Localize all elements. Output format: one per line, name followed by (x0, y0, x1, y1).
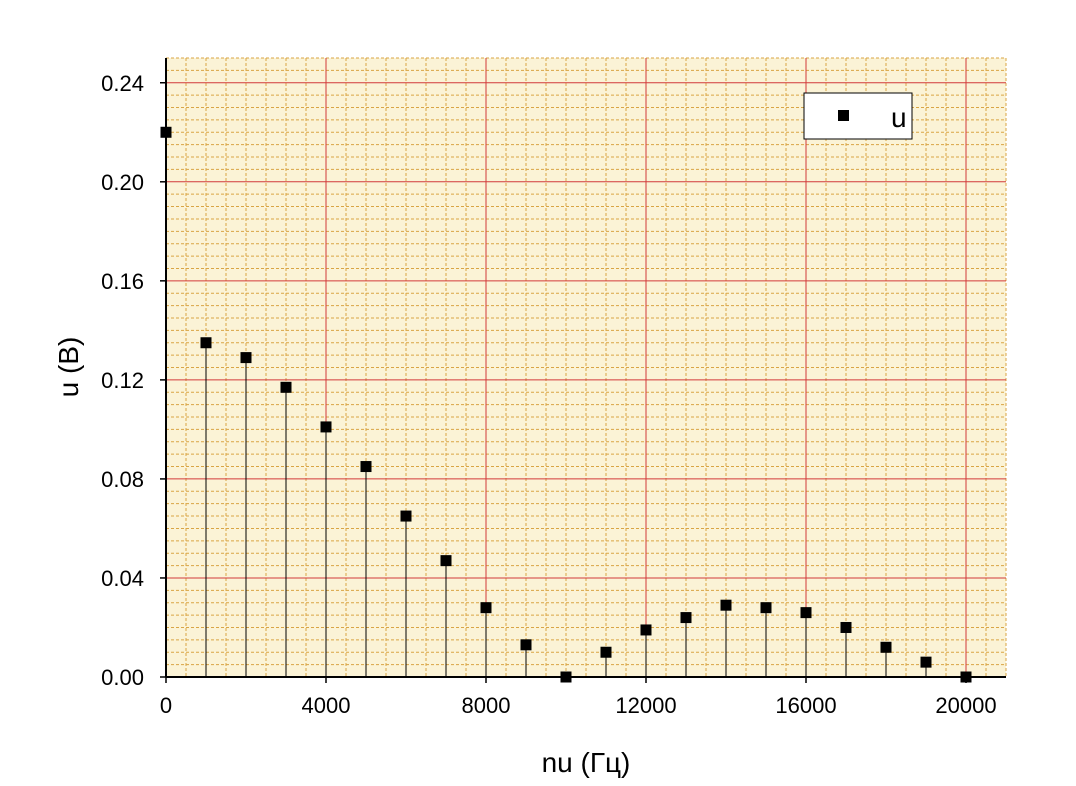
legend-box (803, 92, 913, 140)
minor-grid (166, 57, 1007, 677)
x-tick-label: 0 (160, 693, 172, 718)
x-tick-label: 20000 (935, 693, 996, 718)
data-point (200, 337, 212, 349)
x-tick-label: 12000 (615, 693, 676, 718)
y-tick-label: 0.20 (101, 170, 144, 195)
y-tick-label: 0.16 (101, 269, 144, 294)
data-point (840, 621, 852, 633)
x-axis-title: nu (Гц) (542, 747, 631, 778)
x-ticks: 0 4000 8000 12000 16000 20000 (160, 677, 997, 718)
y-tick-label: 0.08 (101, 467, 144, 492)
data-point (600, 646, 612, 658)
x-tick-label: 16000 (775, 693, 836, 718)
data-point (920, 656, 932, 668)
y-axis-title: u (В) (53, 337, 84, 398)
data-point (440, 555, 452, 567)
data-point (520, 639, 532, 651)
x-tick-label: 4000 (302, 693, 351, 718)
data-point (720, 599, 732, 611)
data-point (640, 624, 652, 636)
data-point (400, 510, 412, 522)
data-point (320, 421, 332, 433)
data-point (880, 641, 892, 653)
data-point (800, 607, 812, 619)
legend: u (803, 92, 913, 140)
y-tick-label: 0.00 (101, 665, 144, 690)
data-point (240, 352, 252, 364)
x-tick-label: 8000 (462, 693, 511, 718)
data-point (760, 602, 772, 614)
data-point (280, 381, 292, 393)
data-point (360, 461, 372, 473)
y-tick-label: 0.12 (101, 368, 144, 393)
data-point (480, 602, 492, 614)
legend-marker-icon (838, 110, 849, 121)
y-ticks: 0.00 0.04 0.08 0.12 0.16 0.20 0.24 (101, 71, 166, 690)
data-point (680, 612, 692, 624)
y-tick-label: 0.04 (101, 566, 144, 591)
legend-label: u (891, 102, 907, 133)
y-tick-label: 0.24 (101, 71, 144, 96)
